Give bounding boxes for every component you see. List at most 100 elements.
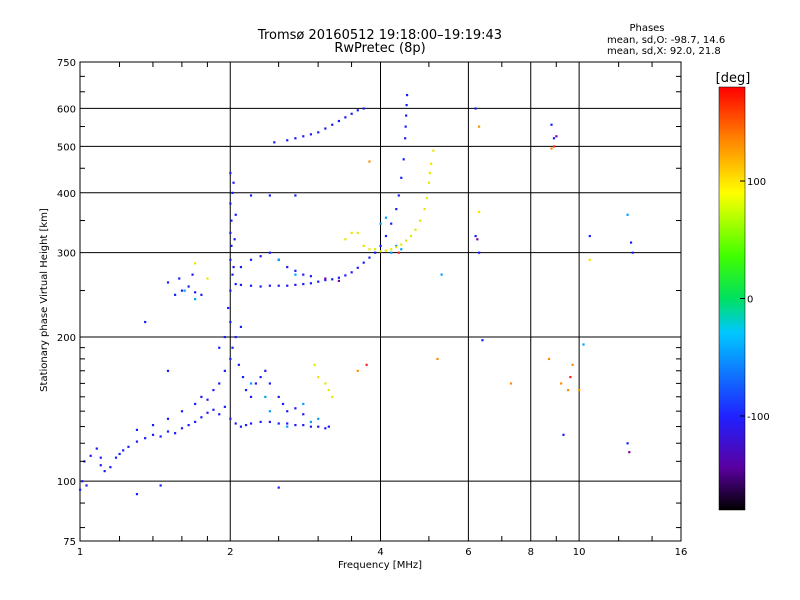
data-point <box>206 398 209 401</box>
data-point <box>229 171 232 175</box>
data-point <box>309 275 312 278</box>
data-point <box>404 137 407 140</box>
y-tick-label: 500 <box>57 142 76 153</box>
data-point <box>259 375 262 379</box>
data-point <box>309 282 312 285</box>
data-point <box>249 422 253 425</box>
y-tick-label: 750 <box>57 58 76 69</box>
data-point <box>395 207 398 211</box>
data-point <box>337 276 341 279</box>
data-point <box>234 213 237 216</box>
y-tick-label: 100 <box>57 477 76 488</box>
data-point <box>223 335 226 339</box>
data-point <box>234 422 237 425</box>
data-point <box>151 433 155 436</box>
data-point <box>409 234 412 238</box>
data-point <box>249 395 253 399</box>
data-point <box>159 484 162 487</box>
data-point <box>194 420 197 424</box>
data-point <box>629 241 633 244</box>
data-point <box>231 273 234 276</box>
data-point <box>135 440 139 443</box>
y-axis-ticks: 75 100 200 300 400 500 600 750 <box>57 58 681 548</box>
data-point <box>331 278 334 281</box>
data-point <box>384 234 388 238</box>
y-tick-label: 200 <box>57 333 76 344</box>
data-point <box>183 289 186 292</box>
data-point <box>477 210 481 214</box>
data-point <box>249 382 253 385</box>
data-point <box>218 382 221 385</box>
data-point <box>135 493 139 496</box>
data-point <box>324 127 327 130</box>
data-point <box>277 395 280 399</box>
data-point <box>200 293 203 296</box>
data-point <box>552 137 556 140</box>
data-point <box>331 395 334 399</box>
data-point <box>397 251 400 254</box>
data-point <box>582 343 585 346</box>
data-point <box>294 273 297 276</box>
data-point <box>436 357 439 361</box>
data-point <box>379 222 382 225</box>
data-point <box>440 273 443 276</box>
data-point <box>626 213 629 216</box>
data-point <box>379 244 382 247</box>
data-point <box>127 445 130 448</box>
data-point <box>218 346 221 349</box>
data-point <box>550 147 553 150</box>
data-point <box>212 388 215 392</box>
data-point <box>395 246 398 249</box>
data-point <box>187 423 190 427</box>
chart-title: Tromsø 20160512 19:18:00–19:19:43 <box>257 28 502 43</box>
data-point <box>229 258 232 261</box>
data-point <box>550 123 553 126</box>
data-point <box>430 162 433 165</box>
data-point <box>187 285 190 288</box>
colorbar-label: [deg] <box>716 71 751 86</box>
data-point <box>230 244 233 247</box>
data-point <box>356 369 359 372</box>
data-point <box>194 402 197 406</box>
data-point <box>264 369 267 372</box>
y-axis-label: Stationary phase Virtual Height [km] <box>39 208 50 392</box>
data-point <box>294 407 297 410</box>
data-point <box>268 410 271 413</box>
data-point <box>166 430 170 433</box>
data-point <box>99 464 102 467</box>
data-point <box>571 363 574 366</box>
data-point <box>85 484 88 487</box>
data-point <box>402 158 405 161</box>
data-point <box>552 145 556 148</box>
data-point <box>569 375 572 379</box>
data-point <box>259 420 262 424</box>
data-point <box>390 248 393 251</box>
data-point <box>414 228 417 231</box>
data-point <box>324 278 327 282</box>
data-point <box>249 258 253 261</box>
data-point <box>368 256 371 259</box>
data-point <box>81 480 84 483</box>
data-point <box>313 363 316 366</box>
data-point <box>268 284 271 287</box>
data-point <box>302 282 305 286</box>
x-tick-label: 10 <box>573 547 586 558</box>
x-tick-label: 16 <box>675 547 688 558</box>
data-point <box>350 112 353 115</box>
data-point <box>390 222 393 225</box>
data-point <box>344 274 347 277</box>
data-points <box>79 93 634 496</box>
data-point <box>356 266 359 269</box>
data-point <box>309 133 312 136</box>
data-point <box>337 119 341 123</box>
phases-line-o: mean, sd,O: -98.7, 14.6 <box>607 35 725 46</box>
data-point <box>118 452 121 456</box>
colorbar-tick-label: 100 <box>747 177 766 188</box>
data-point <box>268 251 271 254</box>
data-point <box>268 420 271 424</box>
data-point <box>286 284 289 287</box>
data-point <box>223 369 226 372</box>
data-point <box>474 234 477 238</box>
data-point <box>277 284 280 287</box>
data-point <box>324 277 327 280</box>
